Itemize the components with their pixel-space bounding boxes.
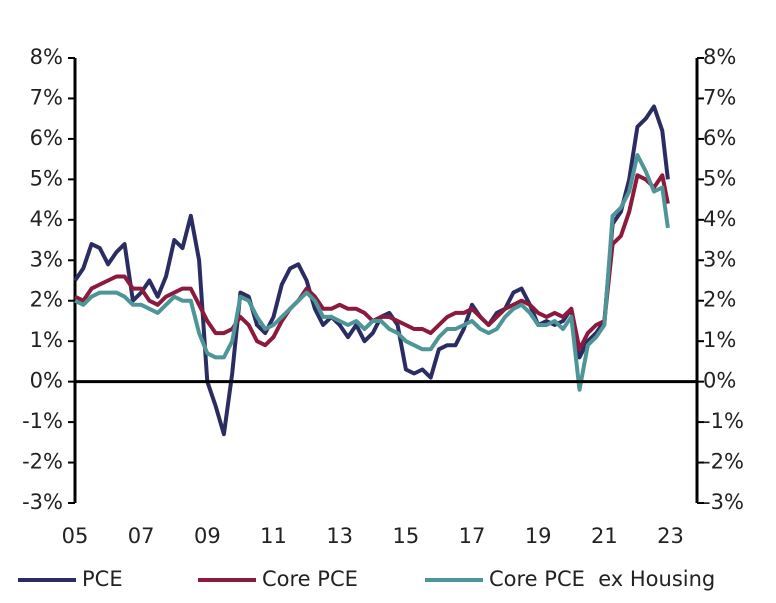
x-tick-label: 17 (459, 524, 486, 548)
x-tick-label: 07 (128, 524, 155, 548)
series-line (74, 153, 670, 392)
y2-tick-label: 3% (703, 247, 736, 271)
y2-tick-label: -1% (703, 409, 744, 433)
y2-tick-label: 4% (703, 207, 736, 231)
y2-tick-label: -3% (703, 490, 744, 514)
x-tick-label: 13 (326, 524, 353, 548)
y-tick-label: 8% (30, 45, 63, 69)
y-tick-label: 1% (30, 328, 63, 352)
x-tick-label: 15 (392, 524, 419, 548)
y-tick-label: 7% (30, 85, 63, 109)
legend-label: Core PCE (262, 567, 358, 591)
legend-label: PCE (82, 567, 123, 591)
x-tick-label: 19 (525, 524, 552, 548)
x-tick-label: 09 (194, 524, 221, 548)
legend-label: Core PCE ex Housing (489, 567, 715, 591)
y2-tick-label: 7% (703, 85, 736, 109)
x-tick-label: 21 (591, 524, 618, 548)
y-tick-label: 5% (30, 166, 63, 190)
y2-tick-label: 2% (703, 288, 736, 312)
y2-tick-label: -2% (703, 450, 744, 474)
y2-tick-label: 8% (703, 45, 736, 69)
x-tick-label: 11 (260, 524, 287, 548)
y2-tick-label: 1% (703, 328, 736, 352)
y-tick-label: -1% (22, 409, 63, 433)
y-tick-label: 3% (30, 247, 63, 271)
y-tick-label: 0% (30, 369, 63, 393)
x-tick-label: 05 (62, 524, 89, 548)
y-tick-label: -2% (22, 450, 63, 474)
y-tick-label: 6% (30, 126, 63, 150)
y-tick-label: -3% (22, 490, 63, 514)
y2-tick-label: 6% (703, 126, 736, 150)
y-tick-label: 4% (30, 207, 63, 231)
y2-tick-label: 5% (703, 166, 736, 190)
x-tick-label: 23 (657, 524, 684, 548)
y-tick-label: 2% (30, 288, 63, 312)
y2-tick-label: 0% (703, 369, 736, 393)
